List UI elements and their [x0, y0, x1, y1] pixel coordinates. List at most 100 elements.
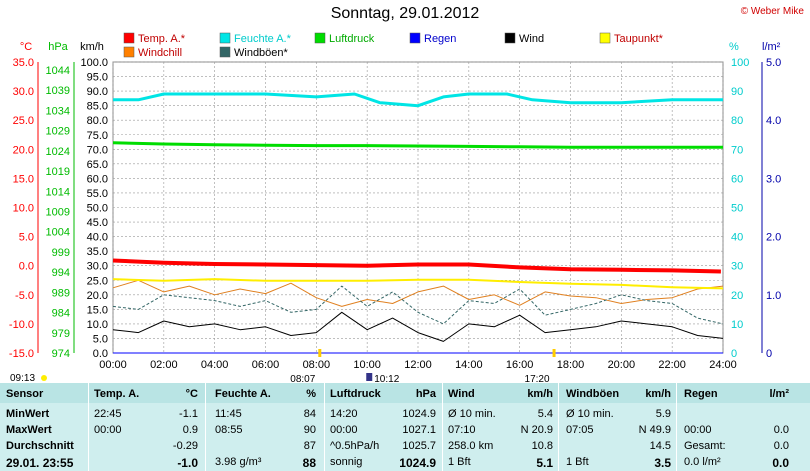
table-cell: N 49.9 [638, 424, 671, 436]
table-cell: -1.1 [179, 408, 198, 420]
table-cell: 90 [303, 424, 316, 436]
moon-icon [366, 373, 373, 381]
table-header-band [0, 383, 810, 403]
table-cell: 07:10 [448, 424, 476, 436]
pct-tick-label: 50 [731, 203, 743, 215]
hpa-tick-label: 1039 [46, 85, 70, 97]
hpa-tick-label: 1014 [46, 186, 70, 198]
time-tick-label: 10:00 [353, 359, 381, 371]
hpa-tick-label: 999 [52, 247, 70, 259]
table-header-cell: hPa [415, 388, 436, 400]
table-cell: 22:45 [94, 408, 122, 420]
kmh-tick-label: 80.0 [87, 115, 108, 127]
temp-tick-label: 30.0 [13, 86, 34, 98]
table-cell: -0.29 [172, 440, 198, 452]
table-separator [88, 383, 89, 471]
time-tick-label: 00:00 [99, 359, 127, 371]
temp-tick-label: -10.0 [9, 319, 34, 331]
weather-chart: 35.0 30.0 25.0 20.0 15.0 10.0 5.0 0.0 -5.0 -10.0 -… [9, 32, 781, 383]
rain-tick-label: 3.0 [766, 173, 781, 185]
table-cell: 14:20 [330, 408, 358, 420]
temp-tick-label: -5.0 [15, 290, 34, 302]
rain-tick-label: 0 [766, 348, 772, 360]
series-line-taupunkt [112, 278, 724, 290]
table-header-cell: Sensor [6, 388, 44, 400]
table-cell: 1 Bft [566, 456, 589, 468]
kmh-tick-label: 10.0 [87, 319, 108, 331]
daylight-start-label: 09:13 [10, 373, 35, 383]
kmh-tick-label: 55.0 [87, 188, 108, 200]
sunrise-label: 08:07 [290, 374, 315, 383]
rain-tick-label: 4.0 [766, 115, 781, 127]
hpa-tick-label: 984 [52, 308, 70, 320]
time-tick-label: 18:00 [557, 359, 585, 371]
temp-tick-label: -15.0 [9, 348, 34, 360]
temp-tick-label: 10.0 [13, 203, 34, 215]
table-cell: 00:00 [330, 424, 358, 436]
table-header-cell: °C [185, 388, 198, 400]
legend-swatch [409, 32, 421, 44]
hpa-tick-label: 994 [52, 267, 70, 279]
table-header-cell: Regen [684, 388, 718, 400]
hpa-tick-label: 1034 [46, 105, 70, 117]
temp-tick-label: 15.0 [13, 173, 34, 185]
table-header-cell: Luftdruck [330, 388, 381, 400]
time-tick-label: 24:00 [709, 359, 737, 371]
kmh-tick-label: 65.0 [87, 159, 108, 171]
kmh-tick-label: 90.0 [87, 86, 108, 98]
kmh-tick-label: 30.0 [87, 261, 108, 273]
time-tick-label: 22:00 [658, 359, 686, 371]
rain-unit-label: l/m² [762, 41, 781, 53]
hpa-tick-label: 979 [52, 328, 70, 340]
legend-label: Windchill [138, 47, 182, 59]
table-cell: 07:05 [566, 424, 594, 436]
hpa-tick-label: 1029 [46, 126, 70, 138]
pct-tick-label: 70 [731, 144, 743, 156]
hpa-unit-label: hPa [48, 41, 68, 53]
table-separator [324, 383, 325, 471]
table-cell: 0.0 [773, 440, 789, 452]
legend-swatch [219, 32, 231, 44]
legend-swatch [219, 46, 231, 58]
table-cell: 3.98 g/m³ [215, 456, 262, 468]
pct-tick-label: 0 [731, 348, 737, 360]
table-cell: 0.9 [182, 424, 198, 436]
kmh-tick-label: 60.0 [87, 173, 108, 185]
table-cell: 14.5 [649, 440, 671, 452]
table-cell: sonnig [330, 456, 363, 468]
table-cell: 1025.7 [402, 440, 436, 452]
time-tick-label: 12:00 [404, 359, 432, 371]
table-cell: 00:00 [94, 424, 122, 436]
kmh-tick-label: 25.0 [87, 275, 108, 287]
rain-tick-label: 1.0 [766, 290, 781, 302]
table-cell: 1024.9 [399, 456, 436, 470]
temp-tick-label: 35.0 [13, 57, 34, 69]
table-cell: 0.0 [773, 424, 789, 436]
table-cell: 5.9 [655, 408, 671, 420]
table-cell: Gesamt: [684, 440, 726, 452]
legend-label: Regen [424, 33, 456, 45]
table-row-label: MaxWert [6, 424, 52, 436]
table-separator [558, 383, 559, 471]
sunrise-marker [318, 349, 322, 357]
copyright-label: © Weber Mike [740, 6, 804, 17]
kmh-tick-label: 15.0 [87, 304, 108, 316]
pct-tick-label: 10 [731, 319, 743, 331]
temp-tick-label: 5.0 [19, 232, 34, 244]
pct-tick-label: 20 [731, 290, 743, 302]
time-tick-label: 20:00 [608, 359, 636, 371]
hpa-tick-label: 1009 [46, 207, 70, 219]
table-cell: ^0.5hPa/h [330, 440, 380, 452]
hpa-tick-label: 1044 [46, 65, 70, 77]
time-tick-label: 02:00 [150, 359, 178, 371]
rain-tick-label: 5.0 [766, 57, 781, 69]
table-header-cell: % [306, 388, 316, 400]
table-cell: 87 [303, 440, 316, 452]
hpa-tick-label: 989 [52, 287, 70, 299]
hpa-tick-label: 1019 [46, 166, 70, 178]
table-header-cell: Feuchte A. [215, 388, 271, 400]
kmh-tick-label: 50.0 [87, 203, 108, 215]
legend-label: Taupunkt* [614, 33, 664, 45]
temp-tick-label: 0.0 [19, 261, 34, 273]
table-cell: 11:45 [215, 408, 242, 420]
